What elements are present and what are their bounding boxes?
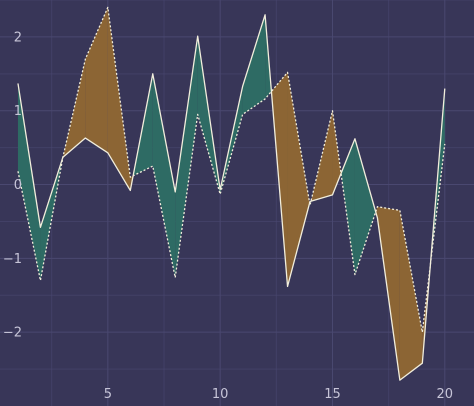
x-tick-label: 10	[212, 387, 229, 402]
fill-segment	[242, 14, 266, 115]
x-tick-label: 15	[324, 387, 341, 402]
fill-segment	[341, 138, 355, 275]
y-tick-label: 2	[14, 30, 22, 45]
y-tick-label: 1	[14, 104, 22, 119]
tick-labels: 5 10 15 20 −2 −1 0 1 2	[3, 30, 453, 402]
y-tick-label: −2	[3, 326, 22, 341]
series-2-line	[17, 6, 446, 333]
fill-segment	[399, 210, 423, 381]
y-tick-label: 0	[14, 178, 22, 193]
fill-segment	[152, 73, 176, 278]
fill-segment	[175, 36, 198, 278]
fill-segment	[85, 7, 108, 153]
x-tick-label: 20	[437, 387, 454, 402]
fill-segment	[332, 110, 342, 195]
x-tick-label: 5	[104, 387, 112, 402]
fill-segment	[354, 138, 376, 275]
series-1-line	[17, 14, 446, 381]
fill-segment	[287, 72, 310, 287]
series-lines	[17, 6, 446, 381]
fill-segment	[17, 83, 41, 281]
fill-segment	[40, 157, 63, 281]
y-tick-label: −1	[3, 252, 22, 267]
